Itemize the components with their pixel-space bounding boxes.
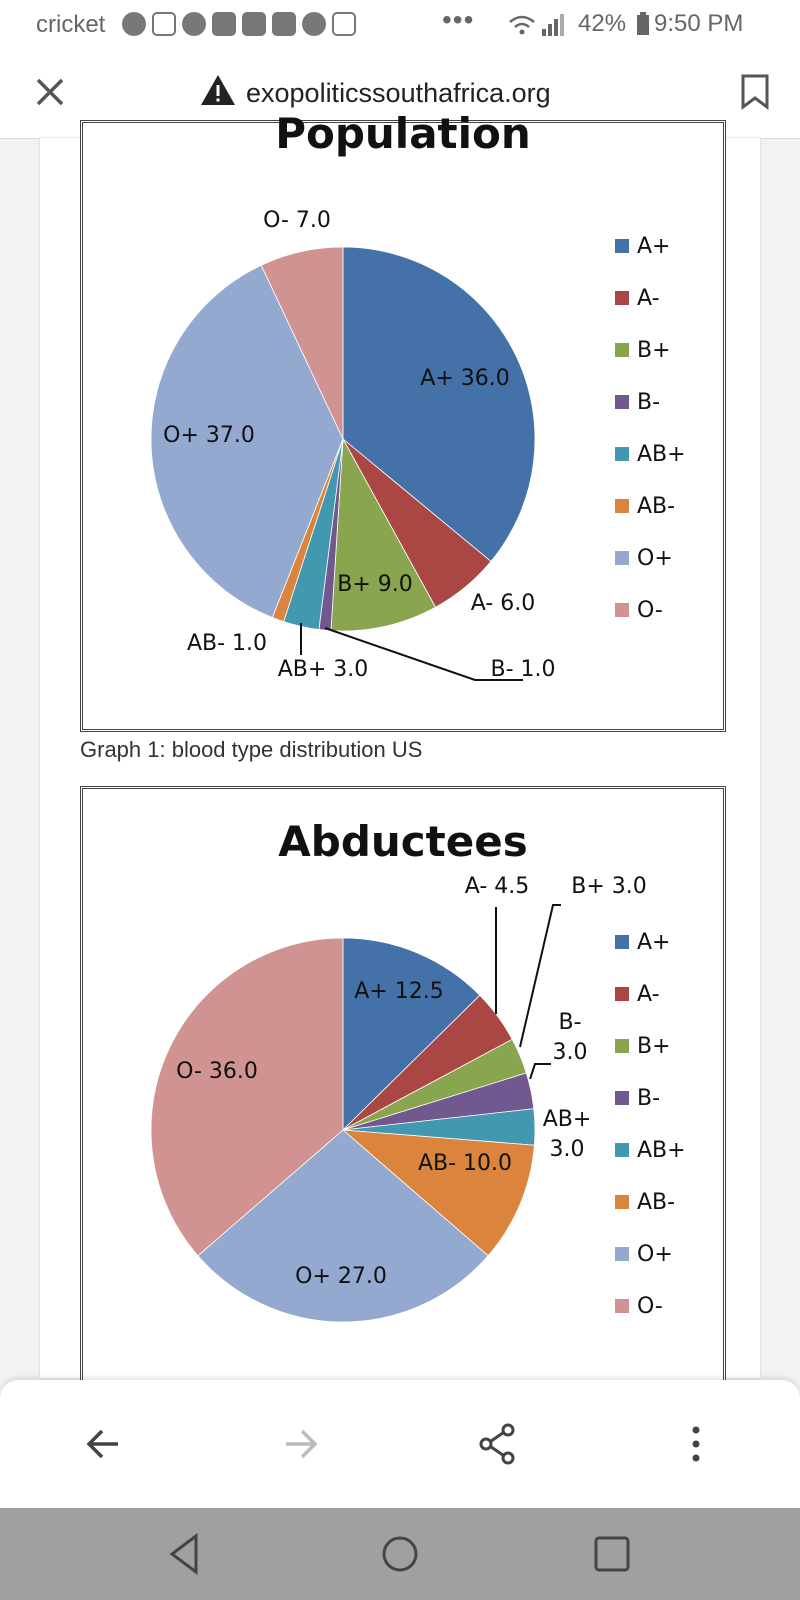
legend-label: O+ [637, 1242, 673, 1267]
legend-swatch [615, 1143, 629, 1157]
legend-swatch [615, 935, 629, 949]
legend-swatch [615, 447, 629, 461]
system-home-icon[interactable] [374, 1528, 426, 1580]
browser-bottom-bar [0, 1380, 800, 1508]
legend-swatch [615, 603, 629, 617]
legend-swatch [615, 1195, 629, 1209]
image-icon [332, 12, 356, 36]
battery-icon [637, 12, 649, 35]
population-pie: A+ 36.0 A- 6.0 B+ 9.0 B- 1.0 AB+ 3.0 AB- 1.0 O… [150, 208, 686, 682]
back-arrow-icon[interactable] [76, 1416, 132, 1472]
system-recents-icon[interactable] [586, 1528, 638, 1580]
system-navigation-bar [0, 1508, 800, 1600]
share-icon[interactable] [470, 1416, 526, 1472]
data-label: AB- 10.0 [418, 1151, 512, 1176]
abductees-pie: A+ 12.5 A- 4.5 B+ 3.0 B-3.0 AB+ 3.0 AB- 10.0 O+… [150, 874, 686, 1323]
signal-icon [509, 14, 564, 36]
legend-label: AB+ [637, 1138, 686, 1163]
population-chart: Population A+ 36.0 A- 6.0 B+ 9.0 B- 1.0 AB+ … [80, 109, 726, 732]
legend-swatch [615, 1299, 629, 1313]
data-label: B+ 9.0 [337, 572, 413, 597]
legend-swatch [615, 395, 629, 409]
legend-swatch [615, 499, 629, 513]
figure-caption: Graph 1: blood type distribution US [80, 737, 423, 762]
pie-slice-AB- [341, 1129, 535, 1257]
status-bar: cricket ••• 42% 9:50 PM [0, 0, 800, 50]
notification-icons [122, 12, 356, 36]
legend-label: A- [637, 982, 660, 1007]
more-notifications-icon: ••• [442, 4, 475, 35]
legend-swatch [615, 239, 629, 253]
app-icon [242, 12, 266, 36]
leader-line [529, 1063, 551, 1080]
legend-swatch [615, 1039, 629, 1053]
pie-slice-O+ [197, 1129, 489, 1323]
facebook-icon [302, 12, 326, 36]
clock: 9:50 PM [654, 10, 744, 37]
system-back-icon[interactable] [160, 1528, 212, 1580]
battery-level: 42% [578, 10, 627, 37]
legend-label: O+ [637, 546, 673, 571]
pie-slice-A+ [342, 246, 536, 562]
legend-label: AB+ [637, 442, 686, 467]
legend-swatch [615, 1091, 629, 1105]
legend-label: B- [637, 1086, 660, 1111]
chart-title: Abductees [278, 817, 528, 866]
pie-slice-O- [150, 937, 344, 1257]
legend-label: A- [637, 286, 660, 311]
warning-icon[interactable] [200, 74, 236, 106]
legend-label: B+ [637, 338, 671, 363]
legend-label: O- [637, 598, 663, 623]
legend-swatch [615, 551, 629, 565]
data-label: A- 6.0 [471, 591, 536, 616]
forward-arrow-icon[interactable] [272, 1416, 328, 1472]
leader-line [519, 904, 561, 1048]
legend-label: AB- [637, 494, 675, 519]
pie-slice-A+ [342, 937, 481, 1131]
pie-slice-O- [260, 246, 344, 440]
legend-label: O- [637, 1294, 663, 1319]
data-label: AB+ 3.0 [543, 1107, 592, 1162]
url-text[interactable]: exopoliticssouthafrica.org [246, 78, 551, 108]
data-label: O+ 37.0 [163, 423, 255, 448]
legend-label: B- [637, 390, 660, 415]
chart-title: Population [275, 109, 531, 158]
more-vert-icon[interactable] [668, 1416, 724, 1472]
legend-swatch [615, 291, 629, 305]
message-icon [152, 12, 176, 36]
data-label: A+ 12.5 [354, 979, 443, 1004]
leader-line [324, 627, 523, 681]
data-label: B+ 3.0 [571, 874, 647, 899]
app-icon [272, 12, 296, 36]
data-label: O+ 27.0 [295, 1264, 387, 1289]
data-label: O- 7.0 [263, 208, 331, 233]
legend-swatch [615, 987, 629, 1001]
data-label: A- 4.5 [465, 874, 530, 899]
app-icon [212, 12, 236, 36]
data-label: B-3.0 [553, 1010, 588, 1065]
legend-label: B+ [637, 1034, 671, 1059]
carrier-name: cricket [36, 11, 106, 38]
legend-label: A+ [637, 930, 670, 955]
messenger-icon [182, 12, 206, 36]
data-label: B- 1.0 [490, 657, 555, 682]
legend-label: AB- [637, 1190, 675, 1215]
pie-slice-O+ [150, 264, 344, 619]
data-label: AB+ 3.0 [278, 657, 369, 682]
data-label: AB- 1.0 [187, 631, 267, 656]
data-label: O- 36.0 [176, 1059, 258, 1084]
close-icon[interactable] [30, 72, 70, 112]
legend-label: A+ [637, 234, 670, 259]
bookmark-icon[interactable] [740, 74, 770, 110]
messenger-icon [122, 12, 146, 36]
data-label: A+ 36.0 [420, 366, 509, 391]
legend-swatch [615, 1247, 629, 1261]
abductees-chart: Abductees A+ 12.5 A- 4.5 B+ 3.0 B-3.0 AB+ 3.0… [80, 786, 726, 1406]
legend-swatch [615, 343, 629, 357]
